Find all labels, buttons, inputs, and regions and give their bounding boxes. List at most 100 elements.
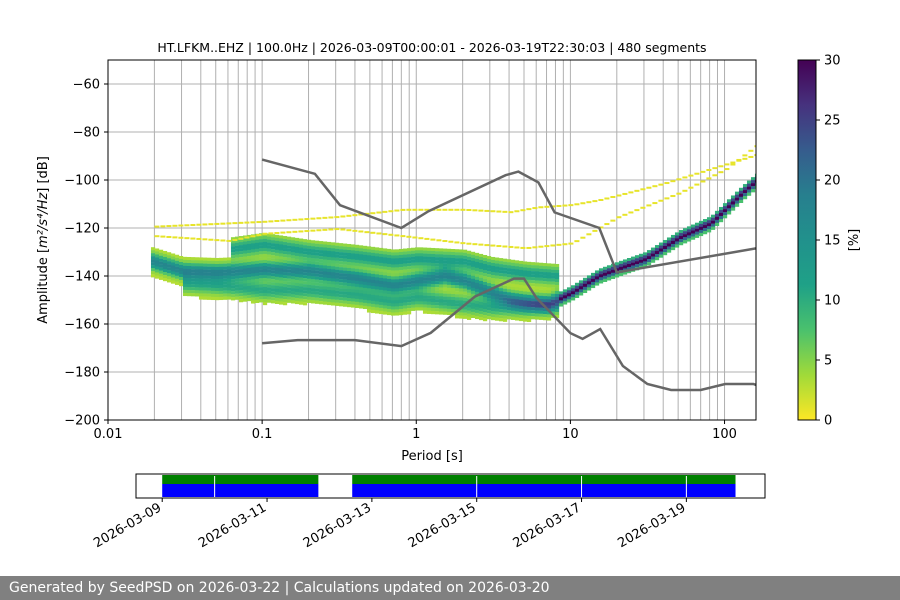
psd-cell bbox=[298, 274, 304, 278]
psd-cell bbox=[354, 256, 360, 261]
psd-cell bbox=[330, 302, 336, 306]
psd-cell bbox=[294, 294, 300, 299]
psd-cell bbox=[550, 284, 556, 288]
psd-cell bbox=[210, 257, 216, 262]
psd-cell bbox=[350, 274, 356, 278]
psd-cell bbox=[530, 304, 536, 308]
psd-cell bbox=[314, 258, 320, 262]
psd-cell bbox=[606, 274, 612, 278]
psd-cell bbox=[734, 191, 740, 195]
psd-cell bbox=[242, 259, 248, 263]
psd-cell bbox=[394, 276, 400, 280]
psd-cell bbox=[362, 296, 368, 301]
psd-cell bbox=[710, 226, 716, 230]
psd-cell bbox=[202, 284, 208, 288]
psd-spur-cell bbox=[670, 195, 676, 198]
psd-cell bbox=[206, 293, 212, 297]
psd-cell bbox=[478, 286, 484, 291]
psd-cell bbox=[490, 256, 496, 261]
psd-cell bbox=[242, 283, 248, 287]
psd-cell bbox=[182, 271, 188, 276]
psd-cell bbox=[206, 278, 212, 282]
psd-cell bbox=[650, 250, 656, 254]
psd-spur-cell bbox=[238, 221, 244, 224]
psd-cell bbox=[270, 240, 276, 244]
psd-cell bbox=[274, 288, 280, 292]
psd-cell bbox=[358, 299, 364, 303]
psd-spur-cell bbox=[526, 246, 532, 249]
psd-cell bbox=[434, 287, 440, 291]
psd-cell bbox=[478, 253, 484, 258]
psd-cell bbox=[278, 298, 284, 302]
psd-cell bbox=[370, 288, 376, 293]
psd-cell bbox=[258, 263, 264, 267]
psd-cell bbox=[166, 270, 172, 274]
psd-cell bbox=[294, 240, 300, 245]
psd-cell bbox=[550, 296, 556, 300]
psd-cell bbox=[302, 299, 308, 303]
psd-cell bbox=[454, 297, 460, 301]
psd-cell bbox=[466, 289, 472, 293]
psd-cell bbox=[182, 265, 188, 270]
psd-cell bbox=[198, 278, 204, 282]
psd-cell bbox=[622, 265, 628, 269]
psd-cell bbox=[182, 256, 188, 261]
psd-cell bbox=[306, 254, 312, 258]
psd-spur-cell bbox=[592, 229, 598, 232]
psd-spur-cell bbox=[172, 224, 178, 227]
psd-cell bbox=[374, 271, 380, 275]
psd-cell bbox=[230, 297, 236, 301]
psd-spur-cell bbox=[280, 219, 286, 222]
psd-cell bbox=[506, 265, 512, 269]
psd-cell bbox=[230, 270, 236, 274]
psd-cell bbox=[290, 270, 296, 274]
psd-spur-cell bbox=[508, 211, 514, 214]
psd-cell bbox=[294, 288, 300, 293]
psd-cell bbox=[162, 265, 168, 270]
psd-cell bbox=[554, 281, 560, 286]
psd-cell bbox=[486, 307, 492, 311]
psd-cell bbox=[346, 303, 352, 308]
psd-spur-cell bbox=[304, 218, 310, 221]
psd-spur-cell bbox=[748, 149, 754, 152]
psd-cell bbox=[542, 275, 548, 279]
psd-cell bbox=[474, 300, 480, 305]
psd-cell bbox=[474, 297, 480, 302]
psd-spur-cell bbox=[286, 219, 292, 222]
psd-cell bbox=[322, 283, 328, 287]
psd-cell bbox=[378, 268, 384, 273]
psd-spur-cell bbox=[436, 208, 442, 211]
psd-cell bbox=[250, 255, 256, 259]
psd-cell bbox=[254, 287, 260, 292]
psd-cell bbox=[502, 267, 508, 271]
psd-cell bbox=[274, 282, 280, 286]
psd-cell bbox=[174, 257, 180, 261]
psd-spur-cell bbox=[166, 235, 172, 238]
psd-cell bbox=[310, 270, 316, 274]
psd-cell bbox=[510, 265, 516, 269]
psd-cell bbox=[342, 249, 348, 253]
psd-cell bbox=[290, 264, 296, 268]
psd-cell bbox=[230, 240, 236, 244]
psd-cell bbox=[442, 272, 448, 276]
psd-cell bbox=[254, 245, 260, 250]
psd-cell bbox=[406, 260, 412, 264]
psd-cell bbox=[390, 261, 396, 265]
psd-spur-cell bbox=[214, 222, 220, 225]
psd-cell bbox=[198, 275, 204, 279]
psd-cell bbox=[302, 284, 308, 288]
psd-cell bbox=[542, 290, 548, 294]
psd-cell bbox=[350, 283, 356, 287]
psd-cell bbox=[166, 264, 172, 268]
psd-cell bbox=[634, 258, 640, 262]
psd-cell bbox=[302, 239, 308, 243]
psd-cell bbox=[694, 231, 700, 235]
psd-cell bbox=[506, 283, 512, 287]
psd-cell bbox=[526, 276, 532, 281]
psd-cell bbox=[534, 301, 540, 305]
psd-spur-cell bbox=[442, 208, 448, 211]
psd-cell bbox=[346, 282, 352, 287]
psd-cell bbox=[334, 269, 340, 273]
psd-cell bbox=[178, 255, 184, 260]
psd-cell bbox=[422, 262, 428, 266]
